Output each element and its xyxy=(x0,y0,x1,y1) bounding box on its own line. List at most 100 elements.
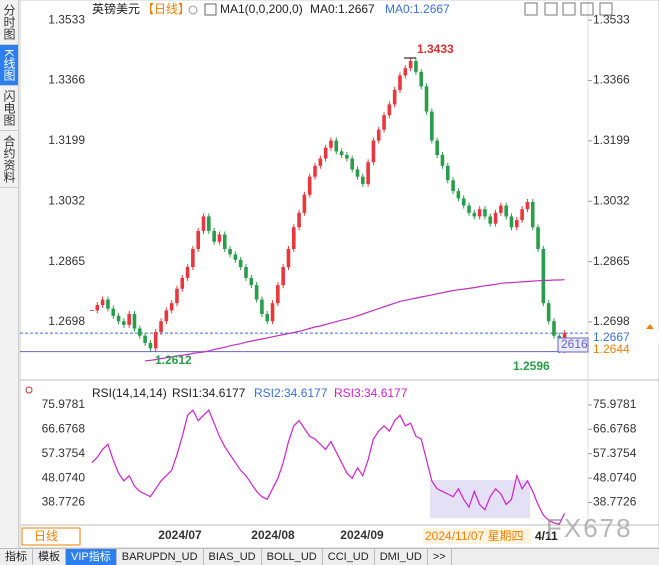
y-tick-label-right: 1.2865 xyxy=(593,254,630,268)
rsi-tick-label: 66.6768 xyxy=(42,421,86,435)
rsi-tick-label: 48.0740 xyxy=(42,470,86,484)
candle xyxy=(477,209,482,217)
candle xyxy=(233,254,238,260)
rsi-icon xyxy=(25,386,33,394)
crosshair-price: 2616 xyxy=(561,337,588,351)
candle xyxy=(546,303,551,322)
toolbar-icon[interactable] xyxy=(544,2,558,16)
candle xyxy=(483,209,487,217)
candle xyxy=(408,61,413,69)
rsi-tick-label: 75.9781 xyxy=(42,397,86,411)
toolbar-icon[interactable] xyxy=(580,2,594,16)
candle xyxy=(430,111,434,141)
candle xyxy=(329,140,333,148)
tab[interactable]: 合约资料 xyxy=(0,131,18,189)
toolbar-icon[interactable] xyxy=(562,2,576,16)
candle xyxy=(228,248,232,255)
candle xyxy=(403,68,408,76)
candle xyxy=(191,248,195,268)
candle xyxy=(169,303,174,311)
candle xyxy=(419,71,424,87)
rsi-tick-label-right: 38.7726 xyxy=(593,495,637,509)
tab[interactable]: BOLL_UD xyxy=(262,549,323,565)
tab[interactable]: DMI_UD xyxy=(375,549,428,565)
candle xyxy=(467,205,471,213)
candle xyxy=(414,61,418,72)
candle xyxy=(196,230,200,249)
candle xyxy=(302,194,307,213)
tab[interactable]: VIP指标 xyxy=(66,549,117,565)
candle xyxy=(345,154,349,159)
candle xyxy=(440,154,445,166)
candle xyxy=(180,277,185,289)
candle xyxy=(185,267,190,278)
candle xyxy=(95,304,100,311)
candle xyxy=(499,205,503,213)
current-price-label: 1.2667 xyxy=(593,330,630,344)
ma-value: MA0:1.2667 xyxy=(310,2,375,16)
candle xyxy=(207,216,211,231)
candle xyxy=(536,227,540,249)
period-button[interactable] xyxy=(21,527,81,546)
tab[interactable]: 模板 xyxy=(33,549,66,565)
candle xyxy=(217,234,222,242)
y-tick-label: 1.3199 xyxy=(48,133,85,147)
candle xyxy=(318,158,323,166)
current-price-box xyxy=(590,331,659,343)
candle xyxy=(520,209,524,221)
y-tick-label-right: 1.3366 xyxy=(593,73,630,87)
candle xyxy=(276,285,280,304)
candle xyxy=(334,140,339,152)
tab[interactable]: 指标 xyxy=(0,549,33,565)
candle xyxy=(525,201,530,210)
crosshair-box xyxy=(557,337,589,353)
candle xyxy=(164,310,169,322)
rsi-tick-label: 57.3754 xyxy=(42,446,86,460)
sidebar: 分时图 K线图 闪电图 合约资料 xyxy=(0,0,19,548)
y-tick-label: 1.2865 xyxy=(48,254,85,268)
candle xyxy=(100,299,105,305)
candle xyxy=(392,89,397,105)
y-tick-label: 1.2698 xyxy=(48,314,85,328)
candle xyxy=(456,191,461,199)
rsi-value: RSI3:34.6177 xyxy=(334,386,408,400)
toolbar-icon[interactable] xyxy=(599,2,613,16)
rsi-tick-label-right: 75.9781 xyxy=(593,397,637,411)
toolbar-icon[interactable] xyxy=(524,2,538,16)
selection-box xyxy=(430,480,530,518)
candle xyxy=(132,314,137,329)
tab[interactable]: BARUPDN_UD xyxy=(117,549,204,565)
tab[interactable]: CCI_UD xyxy=(323,549,375,565)
period: 【日线】 xyxy=(142,2,190,16)
bottom-tabs: 指标 模板 VIP指标 BARUPDN_UD BIAS_UD BOLL_UD C… xyxy=(0,548,659,565)
add-icon[interactable] xyxy=(188,5,198,15)
candle xyxy=(350,158,354,170)
candle xyxy=(493,212,498,224)
tab[interactable]: >> xyxy=(428,549,452,565)
ma-value: MA0:1.2667 xyxy=(385,2,450,16)
chart-icon[interactable] xyxy=(204,3,217,16)
crosshair-date-box xyxy=(423,528,531,544)
y-tick-label-right: 1.2698 xyxy=(593,314,630,328)
tab[interactable]: 分时图 xyxy=(0,0,18,45)
candle xyxy=(398,75,402,90)
watermark: FX678 xyxy=(546,513,633,543)
candle xyxy=(222,234,227,249)
low-label: 1.2596 xyxy=(513,359,550,373)
tab[interactable]: 闪电图 xyxy=(0,86,18,132)
candle xyxy=(244,267,248,278)
candle xyxy=(212,230,216,242)
candle xyxy=(339,151,344,155)
tab[interactable]: K线图 xyxy=(0,45,18,87)
rsi-value: RSI2:34.6177 xyxy=(254,386,328,400)
x-tick-label: 2024/08 xyxy=(251,528,295,542)
y-tick-label: 1.3366 xyxy=(48,73,85,87)
rsi-tick-label: 38.7726 xyxy=(42,495,86,509)
candle xyxy=(116,315,121,322)
candle xyxy=(260,299,264,315)
tab[interactable]: BIAS_UD xyxy=(204,549,262,565)
candle xyxy=(504,205,508,217)
period-button-label[interactable]: 日线 xyxy=(34,529,58,543)
crosshair-date: 2024/11/07 星期四 xyxy=(425,529,524,543)
